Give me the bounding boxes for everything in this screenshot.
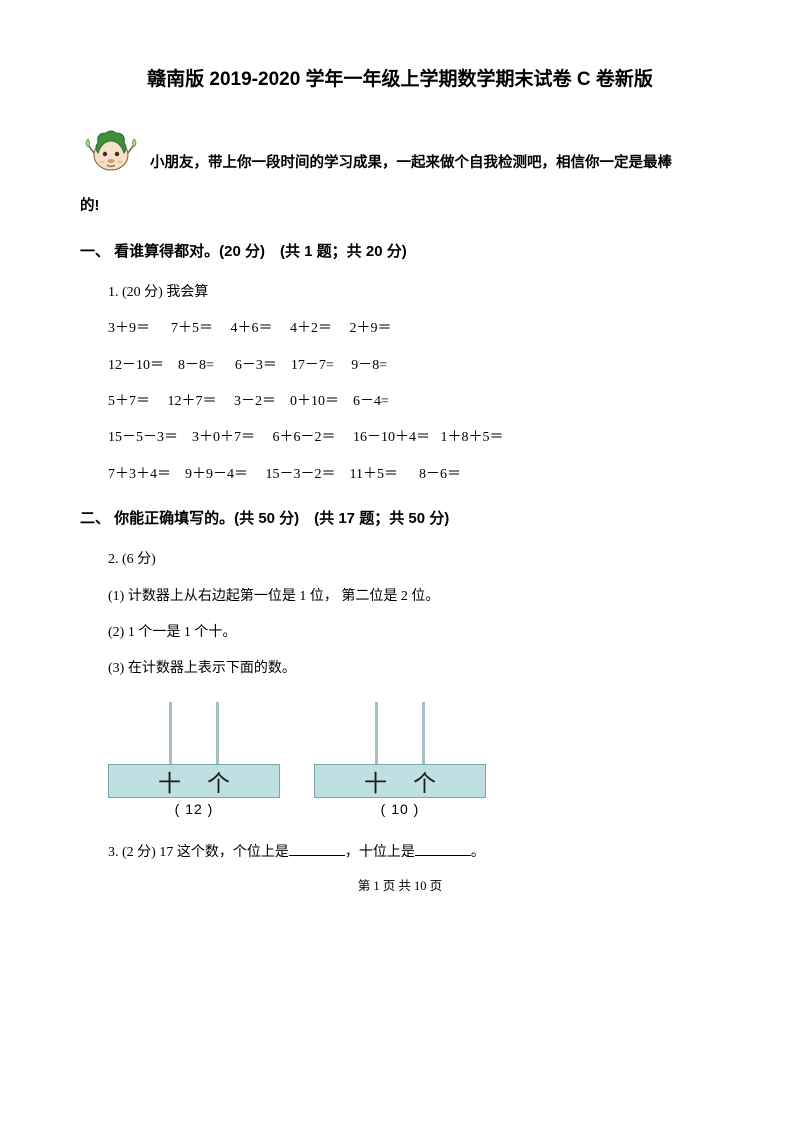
counter-diagrams: 十 个 ( 12 ) 十 个 ( 10 ) [108,702,720,817]
equation-row: 3＋9＝ 7＋5＝ 4＋6＝ 4＋2＝ 2＋9＝ [108,311,720,347]
section-2-heading: 二、 你能正确填写的。(共 50 分) (共 17 题；共 50 分) [80,507,720,528]
counter-box: 十 个 [108,764,280,798]
intro-text-line2: 的! [80,189,720,224]
question-2-sub1: (1) 计数器上从右边起第一位是 1 位， 第二位是 2 位。 [108,579,720,615]
intro-text-line1: 小朋友，带上你一段时间的学习成果，一起来做个自我检测吧，相信你一定是最棒 [150,146,672,181]
question-1-label: 1. (20 分) 我会算 [108,275,720,311]
q3-text-end: 。 [471,845,485,860]
ones-label: 个 [207,764,230,798]
question-2-label: 2. (6 分) [108,542,720,578]
equation-row: 12－10＝ 8－8= 6－3＝ 17－7= 9－8= [108,348,720,384]
question-2-sub2: (2) 1 个一是 1 个十。 [108,615,720,651]
equation-row: 7＋3＋4＝ 9＋9－4＝ 15－3－2＝ 11＋5＝ 8－6＝ [108,457,720,493]
equation-row: 15－5－3＝ 3＋0＋7＝ 6＋6－2＝ 16－10＋4＝ 1＋8＋5＝ [108,420,720,456]
q3-text-mid: ，十位上是 [345,845,415,860]
counter-caption: ( 12 ) [108,801,280,817]
page-footer: 第 1 页 共 10 页 [80,875,720,894]
section-1-heading: 一、 看谁算得都对。(20 分) (共 1 题；共 20 分) [80,240,720,261]
equation-row: 5＋7＝ 12＋7＝ 3－2＝ 0＋10＝ 6－4= [108,384,720,420]
rod-icon [375,702,378,764]
tens-label: 十 [158,764,181,798]
rod-icon [216,702,219,764]
mascot-icon [80,119,142,181]
rod-icon [169,702,172,764]
counter-1: 十 个 ( 12 ) [108,702,280,817]
counter-caption: ( 10 ) [314,801,486,817]
question-3: 3. (2 分) 17 这个数，个位上是 ，十位上是 。 [108,835,720,871]
blank-field[interactable] [289,843,345,856]
page-title: 赣南版 2019-2020 学年一年级上学期数学期末试卷 C 卷新版 [80,64,720,91]
intro-row: 小朋友，带上你一段时间的学习成果，一起来做个自我检测吧，相信你一定是最棒 [80,119,720,181]
tens-label: 十 [364,764,387,798]
question-2-sub3: (3) 在计数器上表示下面的数。 [108,651,720,687]
q3-text-pre: 3. (2 分) 17 这个数，个位上是 [108,845,289,860]
rod-icon [422,702,425,764]
counter-2: 十 个 ( 10 ) [314,702,486,817]
counter-box: 十 个 [314,764,486,798]
ones-label: 个 [413,764,436,798]
blank-field[interactable] [415,843,471,856]
